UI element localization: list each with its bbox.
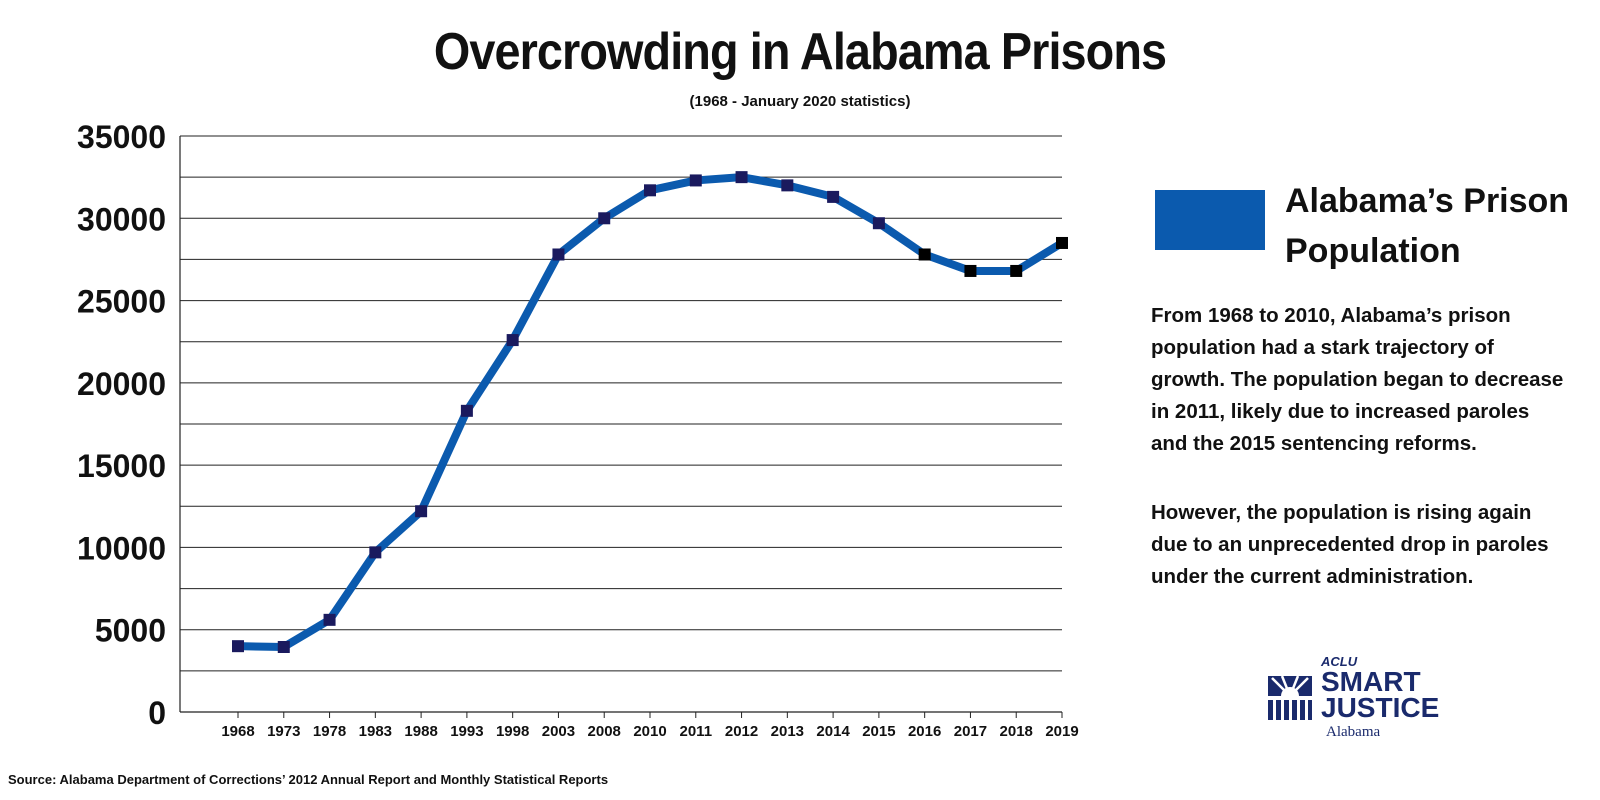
x-tick-label: 2019 [1045, 723, 1078, 740]
description-paragraph-2: However, the population is rising again … [1151, 501, 1549, 588]
logo-line-2: JUSTICE [1321, 692, 1440, 723]
y-tick-label: 35000 [77, 119, 166, 155]
x-tick-label: 2010 [633, 723, 666, 740]
data-point [598, 212, 611, 225]
x-tick-label: 2015 [862, 723, 895, 740]
x-tick-label: 2011 [680, 723, 713, 740]
chart-subtitle: (1968 - January 2020 statistics) [689, 93, 911, 110]
data-point [735, 171, 748, 184]
legend-swatch [1155, 190, 1265, 250]
data-point [1010, 264, 1023, 277]
y-tick-label: 15000 [77, 448, 166, 484]
x-tick-label: 1998 [496, 723, 529, 740]
logo-line-1: SMART [1321, 666, 1421, 697]
x-tick-label: 1988 [404, 723, 437, 740]
chart-title: Overcrowding in Alabama Prisons [433, 23, 1167, 81]
x-tick-label: 2014 [816, 723, 850, 740]
data-point [781, 179, 794, 192]
y-tick-label: 10000 [77, 530, 166, 566]
source-note: Source: Alabama Department of Correction… [8, 772, 609, 787]
y-tick-label: 5000 [95, 613, 166, 649]
y-tick-label: 25000 [77, 284, 166, 320]
data-point [369, 546, 382, 559]
data-point [644, 184, 656, 197]
sunrise-icon [1268, 675, 1312, 720]
x-tick-label: 2018 [1000, 723, 1033, 740]
data-point [689, 174, 702, 187]
data-point [918, 248, 931, 261]
aclu-smart-justice-logo: ACLU SMART JUSTICE Alabama [1266, 654, 1486, 744]
x-tick-label: 1973 [267, 723, 300, 740]
x-tick-label: 1978 [313, 723, 346, 740]
x-tick-label: 2013 [771, 723, 804, 740]
x-tick-label: 1993 [450, 723, 483, 740]
logo-org-text: ACLU [1321, 654, 1358, 669]
data-point [964, 264, 977, 277]
line-chart: 0 5000 10000 15000 20000 25000 30000 35000 1968 1… [77, 119, 1079, 740]
data-point [552, 248, 565, 261]
y-tick-label: 30000 [77, 201, 166, 237]
x-tick-label: 1968 [221, 723, 254, 740]
data-point [872, 217, 885, 230]
data-point [460, 404, 473, 417]
x-tick-label: 2003 [542, 723, 575, 740]
data-point [827, 190, 840, 203]
x-tick-label: 1983 [359, 723, 392, 740]
x-tick-label: 2008 [588, 723, 621, 740]
data-point [415, 505, 428, 518]
description-paragraph-1: From 1968 to 2010, Alabama’s prison popu… [1151, 304, 1564, 455]
x-tick-label: 2012 [725, 723, 758, 740]
data-point [232, 640, 244, 653]
data-point [323, 613, 336, 626]
series-line [234, 173, 1066, 651]
data-point [277, 640, 290, 653]
x-tick-label: 2017 [954, 723, 987, 740]
data-point [1056, 236, 1068, 249]
y-tick-label: 0 [148, 695, 166, 731]
logo-state: Alabama [1326, 724, 1381, 740]
x-tick-label: 2016 [908, 723, 941, 740]
y-tick-label: 20000 [77, 366, 166, 402]
legend-label: Alabama’s Prison Population [1285, 182, 1570, 270]
data-point [506, 334, 519, 347]
